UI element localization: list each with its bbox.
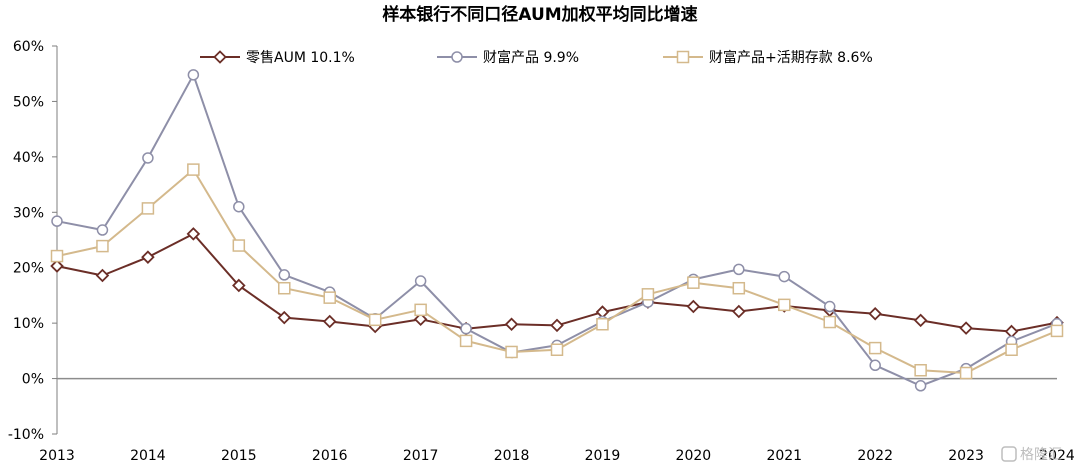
data-point: [732, 281, 746, 295]
x-tick-label: 2023: [948, 448, 984, 464]
data-point: [778, 270, 791, 283]
data-point: [596, 318, 609, 331]
legend-label: 财富产品+活期存款 8.6%: [709, 49, 873, 66]
data-point: [868, 306, 882, 321]
data-point: [322, 314, 337, 329]
x-tick-label: 2021: [766, 448, 802, 464]
data-point: [687, 276, 700, 289]
data-point: [733, 263, 745, 276]
data-point: [505, 345, 518, 359]
y-tick-label: 40%: [13, 150, 44, 166]
data-point: [141, 202, 155, 215]
data-point: [869, 359, 881, 372]
x-tick-label: 2017: [403, 448, 439, 464]
y-tick-label: 60%: [13, 39, 44, 55]
data-point: [1005, 343, 1018, 356]
data-point: [823, 300, 836, 313]
data-point: [187, 163, 200, 176]
data-point: [641, 288, 655, 301]
x-tick-label: 2024: [1039, 448, 1075, 464]
legend: 零售AUM 10.1% 财富产品 9.9% 财富产品+活期存款 8.6%: [200, 49, 873, 66]
data-point: [278, 281, 291, 295]
legend-marker: [213, 50, 227, 64]
y-tick-label: 10%: [13, 316, 44, 332]
data-point: [96, 224, 109, 236]
x-tick-label: 2015: [221, 448, 257, 464]
data-point: [778, 298, 791, 312]
data-point: [414, 303, 427, 317]
y-tick-label: 30%: [13, 205, 44, 221]
series-1: [50, 227, 1064, 339]
series-3: [50, 163, 1064, 380]
data-point: [913, 313, 928, 328]
x-tick-label: 2020: [676, 448, 712, 464]
x-tick-label: 2013: [39, 448, 75, 464]
data-point: [550, 343, 564, 356]
data-point: [504, 317, 519, 332]
data-point: [823, 315, 836, 329]
data-point: [1050, 324, 1064, 338]
data-point: [50, 259, 64, 273]
data-point: [142, 152, 154, 164]
x-tick-label: 2022: [857, 448, 893, 464]
series-layer: [50, 69, 1064, 392]
data-point: [50, 249, 64, 263]
watermark-text: 格隆汇: [1020, 447, 1062, 463]
legend-marker: [451, 51, 463, 63]
data-point: [277, 310, 292, 325]
legend-item-1: 零售AUM 10.1%: [200, 50, 355, 66]
y-tick-label: -10%: [8, 427, 44, 443]
data-point: [732, 304, 746, 319]
x-tick-label: 2016: [312, 448, 348, 464]
y-tick-label: 20%: [13, 261, 44, 277]
watermark: 格隆汇: [1001, 446, 1062, 463]
data-point: [232, 278, 246, 293]
legend-label: 零售AUM 10.1%: [246, 50, 355, 66]
series-line: [56, 73, 1058, 387]
axes: -10% 0% 10% 20% 30% 40% 50% 60% 2013 2014 2015 2016…: [8, 39, 1075, 464]
data-point: [95, 268, 110, 283]
data-point: [232, 239, 246, 252]
data-point: [186, 227, 201, 241]
data-point: [686, 299, 701, 314]
series-line: [56, 232, 1058, 333]
data-point: [96, 239, 109, 253]
legend-item-3: 财富产品+活期存款 8.6%: [663, 49, 873, 66]
data-point: [959, 366, 973, 380]
data-point: [233, 200, 245, 213]
data-point: [868, 341, 882, 355]
data-point: [550, 318, 564, 333]
data-point: [1004, 324, 1019, 339]
data-point: [914, 380, 927, 392]
y-tick-label: 50%: [13, 94, 44, 110]
data-point: [187, 69, 200, 81]
data-point: [460, 322, 472, 335]
x-tick-label: 2014: [130, 448, 166, 464]
series-2: [51, 69, 1063, 392]
y-tick-label: 0%: [22, 372, 44, 388]
x-tick-label: 2018: [494, 448, 530, 464]
data-point: [368, 313, 382, 327]
chart-title: 样本银行不同口径AUM加权平均同比增速: [382, 4, 697, 25]
data-point: [51, 215, 63, 227]
data-point: [914, 364, 927, 377]
data-point: [459, 334, 473, 348]
legend-marker: [676, 50, 690, 64]
data-point: [413, 312, 428, 327]
legend-label: 财富产品 9.9%: [483, 49, 579, 66]
data-point: [414, 275, 427, 287]
data-point: [959, 321, 973, 335]
legend-item-2: 财富产品 9.9%: [437, 49, 579, 66]
x-tick-label: 2019: [585, 448, 621, 464]
data-point: [323, 291, 336, 304]
watermark-logo-icon: [1001, 446, 1017, 462]
data-point: [278, 269, 291, 281]
data-point: [141, 250, 155, 264]
